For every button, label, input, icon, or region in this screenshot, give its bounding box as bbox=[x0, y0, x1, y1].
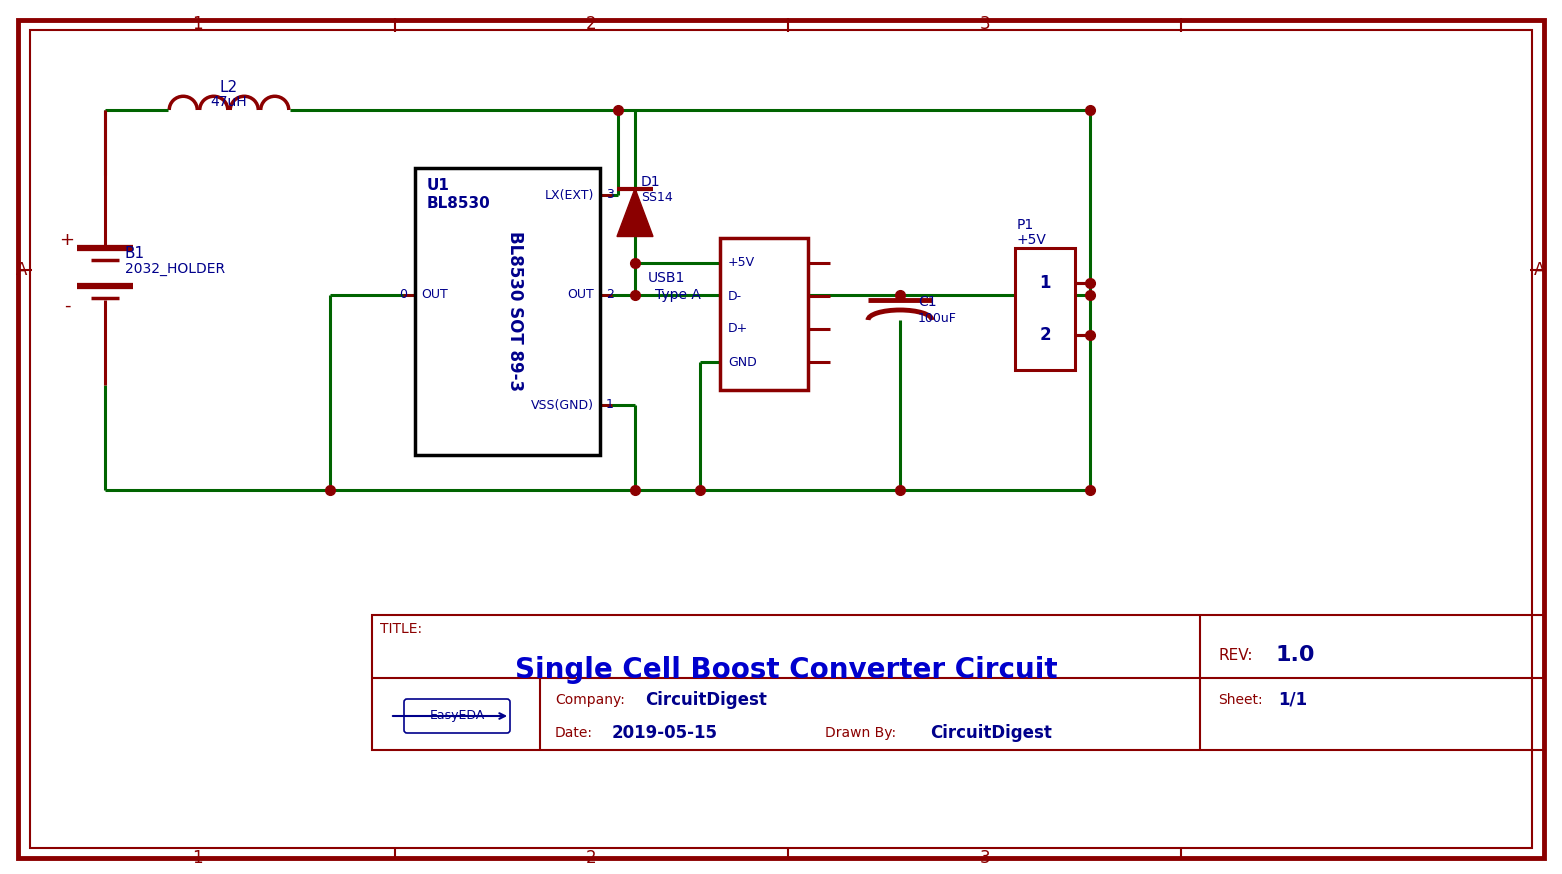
Text: A: A bbox=[16, 261, 28, 279]
Text: GND: GND bbox=[728, 356, 756, 369]
Text: BL8530 SOT 89-3: BL8530 SOT 89-3 bbox=[506, 232, 525, 392]
Text: Drawn By:: Drawn By: bbox=[825, 726, 897, 740]
Text: USB1: USB1 bbox=[648, 271, 686, 285]
Text: 0: 0 bbox=[398, 288, 408, 302]
Text: LX(EXT): LX(EXT) bbox=[545, 189, 594, 202]
Bar bbox=[1015, 248, 1075, 370]
Text: 100uF: 100uF bbox=[918, 311, 958, 324]
Text: Date:: Date: bbox=[555, 726, 594, 740]
Text: P1: P1 bbox=[1017, 218, 1034, 232]
Bar bbox=[372, 615, 1543, 750]
Text: Company:: Company: bbox=[555, 693, 625, 707]
Text: Single Cell Boost Converter Circuit: Single Cell Boost Converter Circuit bbox=[515, 656, 1057, 684]
Text: D1: D1 bbox=[640, 176, 661, 190]
Text: TITLE:: TITLE: bbox=[380, 622, 422, 636]
Text: VSS(GND): VSS(GND) bbox=[531, 399, 594, 412]
Text: 3: 3 bbox=[606, 189, 614, 202]
Text: 1.0: 1.0 bbox=[1275, 645, 1315, 665]
Polygon shape bbox=[617, 189, 653, 237]
Text: EasyEDA: EasyEDA bbox=[430, 710, 484, 723]
Text: 2: 2 bbox=[586, 849, 597, 867]
Text: CircuitDigest: CircuitDigest bbox=[929, 724, 1051, 742]
Text: 2: 2 bbox=[1039, 326, 1051, 344]
Text: 1: 1 bbox=[606, 399, 614, 412]
Text: +: + bbox=[59, 231, 75, 249]
Text: B1: B1 bbox=[125, 246, 145, 260]
Text: D+: D+ bbox=[728, 323, 748, 336]
Text: 3: 3 bbox=[979, 15, 990, 33]
Text: REV:: REV: bbox=[1218, 648, 1253, 662]
Text: 1/1: 1/1 bbox=[1278, 691, 1307, 709]
Bar bbox=[720, 238, 808, 390]
Text: Sheet:: Sheet: bbox=[1218, 693, 1262, 707]
Text: L2: L2 bbox=[220, 80, 237, 95]
Text: 1: 1 bbox=[192, 849, 203, 867]
Text: 2: 2 bbox=[586, 15, 597, 33]
Text: 2: 2 bbox=[606, 288, 614, 302]
Text: +5V: +5V bbox=[1017, 233, 1047, 247]
Text: OUT: OUT bbox=[567, 288, 594, 302]
Bar bbox=[415, 168, 600, 455]
Text: 47uH: 47uH bbox=[211, 95, 247, 109]
Text: 1: 1 bbox=[192, 15, 203, 33]
Text: 2032_HOLDER: 2032_HOLDER bbox=[125, 262, 225, 276]
Text: D-: D- bbox=[728, 289, 742, 302]
Text: OUT: OUT bbox=[422, 288, 448, 302]
Text: BL8530: BL8530 bbox=[426, 197, 490, 212]
Text: A: A bbox=[1534, 261, 1546, 279]
Text: 1: 1 bbox=[1039, 274, 1051, 292]
Text: Type A: Type A bbox=[654, 288, 701, 302]
Text: 3: 3 bbox=[979, 849, 990, 867]
Text: 2019-05-15: 2019-05-15 bbox=[612, 724, 719, 742]
Text: U1: U1 bbox=[426, 178, 450, 193]
Text: SS14: SS14 bbox=[640, 191, 673, 204]
Text: CircuitDigest: CircuitDigest bbox=[645, 691, 767, 709]
Text: +5V: +5V bbox=[728, 256, 754, 269]
Text: C1: C1 bbox=[918, 295, 937, 309]
Text: -: - bbox=[64, 297, 70, 315]
